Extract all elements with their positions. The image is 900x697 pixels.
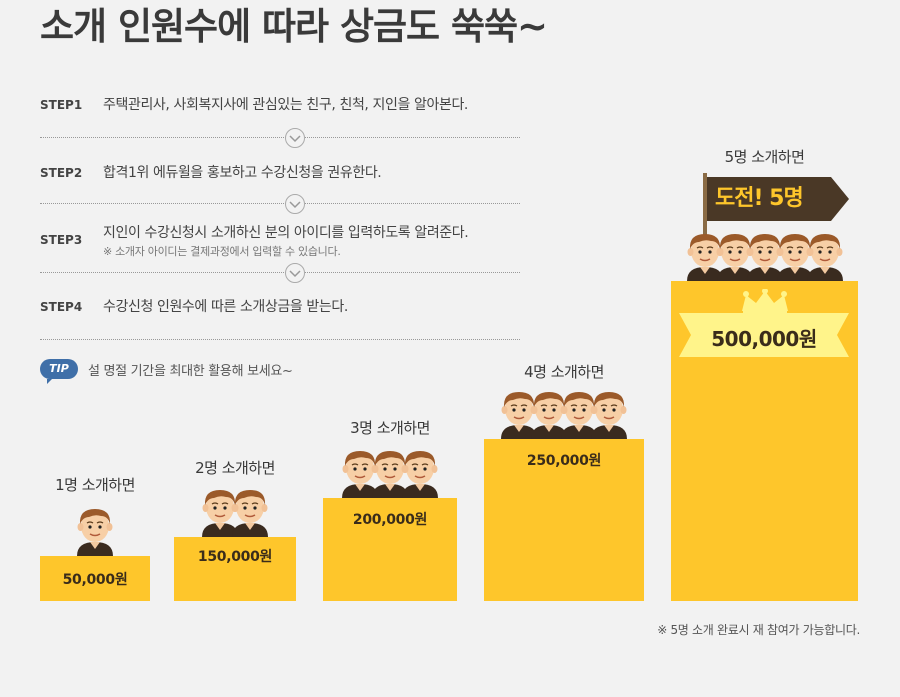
prize-amount: 200,000원	[352, 512, 428, 528]
step-divider	[40, 203, 520, 204]
prize-bar-1: 50,000원	[40, 556, 150, 601]
tier-label-2: 2명 소개하면	[195, 459, 275, 477]
person-icon	[497, 387, 541, 439]
ribbon-shape	[679, 313, 849, 357]
tier-label-4: 4명 소개하면	[524, 363, 604, 381]
step-text: 합격1위 에듀윌을 홍보하고 수강신청을 권유한다.	[103, 165, 382, 181]
tip-badge: TIP	[40, 359, 78, 384]
step-text: 수강신청 인원수에 따른 소개상금을 받는다.	[103, 299, 348, 315]
step-label: STEP2	[40, 166, 83, 180]
chevron-down-icon	[285, 128, 305, 148]
prize-bar-3: 200,000원	[323, 498, 457, 601]
prize-amount: 150,000원	[197, 549, 273, 565]
prize-ribbon: 500,000원	[679, 313, 849, 357]
person-icon	[803, 229, 847, 281]
chevron-down-icon	[285, 194, 305, 214]
step-label: STEP1	[40, 98, 83, 112]
crown-icon	[742, 289, 788, 314]
person-icon	[743, 229, 787, 281]
person-icon	[228, 485, 272, 537]
person-icon	[713, 229, 757, 281]
prize-amount: 50,000원	[62, 572, 128, 588]
step-divider	[40, 339, 520, 340]
step-label: STEP3	[40, 233, 83, 247]
prize-amount: 250,000원	[526, 453, 602, 469]
footnote: ※ 5명 소개 완료시 재 참여가 가능합니다.	[657, 623, 860, 637]
step-label: STEP4	[40, 300, 83, 314]
step-text: 주택관리사, 사회복지사에 관심있는 친구, 친척, 지인을 알아본다.	[103, 97, 468, 113]
person-icon	[73, 504, 117, 556]
person-icon	[368, 446, 412, 498]
flag-icon	[703, 173, 849, 243]
step-divider	[40, 272, 520, 273]
step-note: ※ 소개자 아이디는 결제과정에서 입력할 수 있습니다.	[103, 245, 341, 258]
person-icon	[398, 446, 442, 498]
step-divider	[40, 137, 520, 138]
person-icon	[587, 387, 631, 439]
tier-label-3: 3명 소개하면	[350, 419, 430, 437]
challenge-text: 도전! 5명	[715, 186, 804, 211]
tip-text: 설 명절 기간을 최대한 활용해 보세요~	[88, 364, 293, 379]
person-icon	[527, 387, 571, 439]
person-icon	[773, 229, 817, 281]
chevron-down-icon	[285, 263, 305, 283]
step-text: 지인이 수강신청시 소개하신 분의 아이디를 입력하도록 알려준다.	[103, 225, 469, 241]
tier-label-1: 1명 소개하면	[55, 476, 135, 494]
prize-amount: 500,000원	[711, 327, 817, 351]
page-title: 소개 인원수에 따라 상금도 쑥쑥~	[40, 5, 548, 48]
prize-bar-2: 150,000원	[174, 537, 296, 601]
prize-bar-4: 250,000원	[484, 439, 644, 601]
person-icon	[338, 446, 382, 498]
person-icon	[683, 229, 727, 281]
tier-label-5: 5명 소개하면	[724, 148, 805, 166]
